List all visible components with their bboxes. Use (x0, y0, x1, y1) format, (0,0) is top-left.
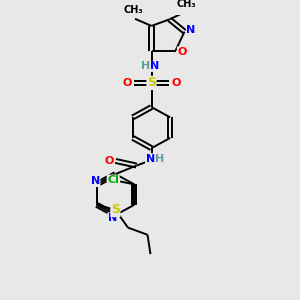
Text: O: O (122, 78, 132, 88)
Text: CH₃: CH₃ (124, 5, 143, 15)
Text: O: O (104, 156, 114, 166)
Text: S: S (147, 76, 156, 89)
Text: N: N (151, 61, 160, 71)
Text: O: O (177, 47, 187, 57)
Text: CH₃: CH₃ (176, 0, 196, 9)
Text: H: H (155, 154, 164, 164)
Text: N: N (187, 25, 196, 35)
Text: H: H (142, 61, 151, 71)
Text: N: N (108, 213, 117, 223)
Text: O: O (171, 78, 181, 88)
Text: Cl: Cl (107, 175, 119, 185)
Text: N: N (91, 176, 100, 187)
Text: S: S (111, 203, 120, 217)
Text: N: N (146, 154, 155, 164)
